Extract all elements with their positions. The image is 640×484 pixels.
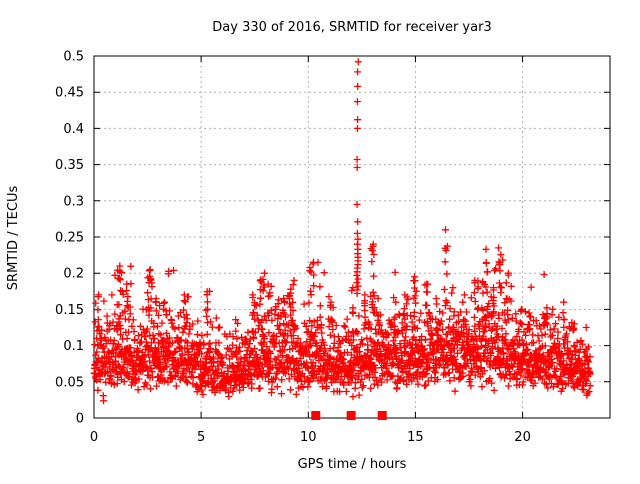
scatter-points: [90, 58, 594, 405]
x-tick-label: 20: [514, 430, 531, 445]
y-tick-label: 0.35: [55, 158, 84, 173]
y-tick-label: 0.45: [55, 86, 84, 101]
y-tick-label: 0.2: [63, 267, 84, 282]
x-axis-label: GPS time / hours: [298, 457, 407, 472]
y-tick-label: 0.1: [63, 339, 84, 354]
y-tick-label: 0.05: [55, 375, 84, 390]
x-tick-label: 5: [197, 430, 205, 445]
event-square-marker: [346, 411, 356, 420]
y-tick-label: 0: [76, 412, 84, 427]
xaxis-marker-squares: [311, 411, 387, 420]
axis-labels: Day 330 of 2016, SRMTID for receiver yar…: [6, 20, 492, 472]
y-tick-label: 0.15: [55, 303, 84, 318]
chart-title: Day 330 of 2016, SRMTID for receiver yar…: [212, 20, 491, 35]
y-tick-label: 0.4: [63, 122, 84, 137]
x-tick-label: 10: [300, 430, 317, 445]
event-square-marker: [377, 411, 387, 420]
y-tick-label: 0.5: [63, 50, 84, 65]
event-square-marker: [311, 411, 321, 420]
tick-labels: 0 5 10 15 20 0 0.05 0.1 0.15 0.2 0.25 0.3 0.35 0.4 0.4…: [55, 50, 531, 446]
x-tick-label: 0: [90, 430, 98, 445]
y-tick-label: 0.3: [63, 194, 84, 209]
y-axis-label: SRMTID / TECUs: [6, 186, 21, 291]
x-tick-label: 15: [407, 430, 424, 445]
y-tick-label: 0.25: [55, 231, 84, 246]
